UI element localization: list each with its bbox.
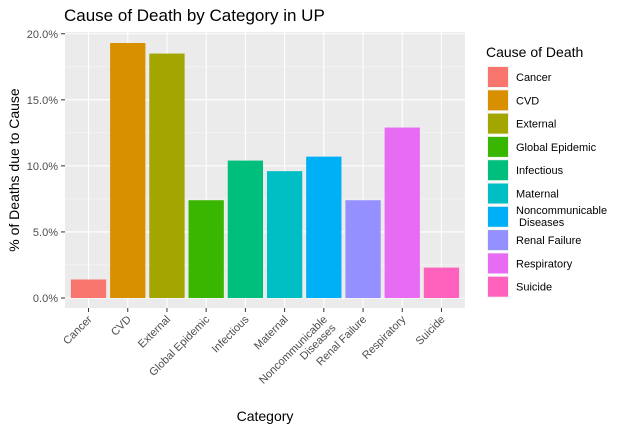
legend-label: Cancer [516, 72, 552, 84]
legend-label: Suicide [516, 282, 552, 294]
legend: Cause of Death Cancer CVD External Global E… [486, 44, 607, 298]
legend-title: Cause of Death [486, 44, 583, 60]
legend-swatch [488, 160, 508, 181]
bar [266, 171, 303, 298]
bar [227, 160, 264, 298]
legend-label: Global Epidemic [516, 142, 597, 154]
y-tick-label: 0.0% [33, 293, 58, 305]
legend-label: External [516, 119, 556, 131]
bar [149, 53, 185, 298]
x-tick-label: Maternal [252, 314, 291, 353]
x-tick-label: Cancer [61, 313, 95, 347]
x-tick-label: Infectious [210, 313, 252, 355]
x-axis-label: Category [237, 408, 294, 424]
legend-label: Renal Failure [516, 235, 581, 247]
bar [110, 43, 146, 298]
legend-swatch [488, 67, 508, 87]
legend-swatch [488, 136, 508, 157]
x-tick-label: Suicide [414, 314, 448, 348]
bars [70, 43, 460, 298]
bar [70, 279, 107, 298]
legend-swatch [488, 206, 508, 227]
bar [188, 200, 224, 298]
legend-label: Respiratory [516, 258, 573, 270]
y-tick-label: 15.0% [27, 95, 58, 107]
legend-label: CVD [516, 95, 539, 107]
legend-swatch [488, 90, 508, 111]
legend-label: Noncommunicable Diseases [516, 205, 607, 229]
y-tick-label: 20.0% [27, 29, 58, 41]
legend-label: Infectious [516, 165, 564, 177]
y-axis-label: % of Deaths due to Cause [6, 88, 22, 252]
legend-swatch [488, 183, 508, 204]
legend-swatch [488, 253, 508, 274]
bar [423, 267, 460, 298]
x-tick-label: External [136, 314, 173, 351]
y-axis: 0.0% 5.0% 10.0% 15.0% 20.0% [27, 29, 65, 305]
legend-swatch [488, 230, 508, 251]
bar [384, 127, 420, 298]
y-tick-label: 5.0% [33, 227, 58, 239]
y-tick-label: 10.0% [27, 161, 58, 173]
bar [345, 200, 381, 298]
bar [306, 156, 342, 298]
legend-swatch [488, 276, 508, 297]
legend-swatch [488, 113, 508, 134]
chart-title: Cause of Death by Category in UP [64, 6, 325, 25]
x-tick-label: CVD [109, 314, 134, 339]
legend-label: Maternal [516, 189, 559, 201]
